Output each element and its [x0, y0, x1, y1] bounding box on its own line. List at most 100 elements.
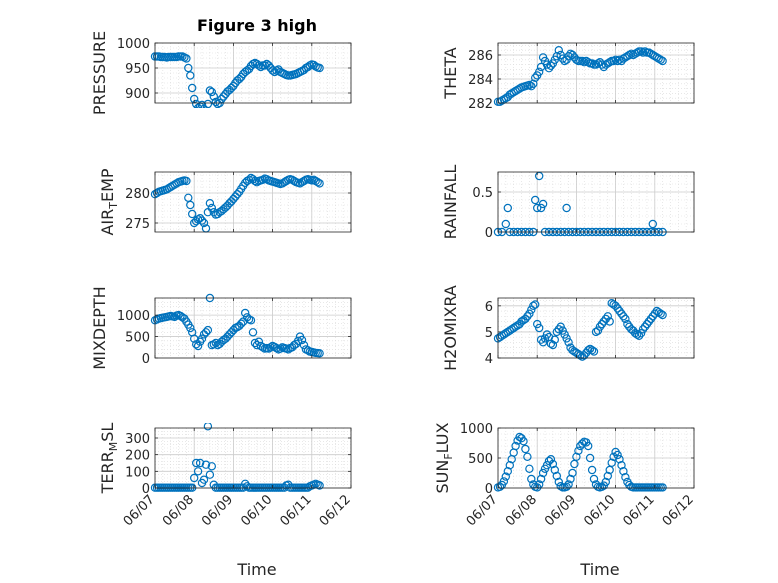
y-tick-label: 950	[125, 62, 150, 77]
data-point	[601, 477, 611, 487]
data-point	[587, 465, 597, 475]
data-point	[503, 203, 512, 213]
y-axis-label-subscript: F	[442, 453, 455, 459]
data-point	[170, 312, 179, 322]
data-point	[627, 49, 636, 59]
data-point	[593, 59, 603, 68]
y-axis-label-text: TERR	[98, 451, 117, 494]
data-point	[525, 80, 534, 90]
y-tick-label: 1000	[117, 309, 150, 324]
data-point	[658, 56, 667, 66]
data-point	[258, 343, 267, 352]
data-point	[529, 301, 538, 310]
data-point	[538, 338, 548, 347]
data-point	[603, 312, 613, 321]
data-point	[560, 330, 569, 339]
data-point	[197, 216, 207, 225]
data-point	[207, 87, 216, 97]
data-point	[648, 219, 658, 229]
data-point	[201, 328, 211, 337]
y-tick-label: 286	[468, 49, 493, 64]
data-point	[499, 477, 509, 486]
data-point	[625, 50, 634, 60]
data-point	[536, 203, 546, 213]
data-point	[299, 176, 309, 186]
y-tick-label: 0.5	[472, 186, 493, 201]
data-point	[254, 61, 264, 70]
plot-area	[155, 43, 351, 103]
y-tick-label: 500	[125, 331, 150, 346]
data-point	[495, 482, 505, 491]
data-point	[293, 336, 303, 346]
y-tick-label: 280	[125, 187, 150, 202]
data-point	[542, 330, 552, 339]
data-point	[593, 326, 603, 335]
data-point	[199, 218, 209, 228]
data-point	[248, 328, 258, 337]
data-point	[525, 464, 534, 473]
data-point	[501, 472, 510, 481]
data-point	[315, 63, 324, 73]
data-point	[536, 474, 546, 484]
y-axis-label: THETA	[441, 47, 460, 99]
data-point	[240, 308, 250, 318]
y-tick-label: 0	[485, 226, 493, 241]
data-point	[258, 175, 267, 184]
y-tick-label: 4	[485, 352, 493, 367]
data-point	[546, 61, 556, 71]
data-point	[519, 437, 528, 446]
y-tick-label: 0	[142, 352, 150, 367]
y-axis-label-subscript: M	[107, 442, 120, 452]
data-point	[189, 473, 199, 483]
data-point	[572, 452, 581, 461]
data-point	[633, 48, 642, 57]
data-point	[597, 60, 607, 69]
y-tick-label: 275	[125, 217, 150, 232]
data-point	[303, 346, 313, 355]
data-point	[217, 94, 226, 104]
data-point	[589, 347, 599, 356]
data-point	[568, 468, 577, 478]
data-point	[580, 351, 589, 360]
axes-box	[497, 171, 695, 233]
data-point	[605, 317, 614, 326]
y-axis-label: PRESSURE	[90, 31, 109, 115]
data-point	[246, 316, 256, 325]
data-point	[233, 189, 242, 199]
data-point	[209, 340, 218, 349]
data-point	[638, 48, 648, 57]
data-point	[538, 199, 548, 209]
data-point	[562, 482, 571, 491]
data-point	[186, 323, 195, 333]
subplot-6: 4 5 6 H2OMIXRA	[441, 285, 695, 371]
y-axis-label-text: RAINFALL	[441, 165, 460, 240]
data-point	[580, 58, 589, 67]
y-axis-label-text: SUN	[433, 460, 452, 494]
data-point	[595, 322, 605, 331]
data-point	[556, 322, 565, 331]
data-point	[266, 343, 275, 352]
data-point	[550, 335, 560, 344]
data-point	[195, 458, 205, 468]
data-point	[636, 47, 646, 56]
y-axis-label-subscript: T	[107, 202, 120, 210]
data-point	[587, 59, 597, 68]
data-point	[550, 465, 560, 475]
data-point	[315, 481, 324, 490]
data-point	[535, 67, 544, 77]
data-point	[533, 203, 542, 213]
data-point	[584, 346, 593, 355]
data-point	[634, 331, 644, 340]
data-point	[658, 310, 667, 320]
data-point	[619, 467, 628, 476]
data-point	[566, 474, 575, 484]
data-point	[250, 176, 260, 186]
data-point	[503, 467, 512, 476]
y-axis-label-text: H2OMIXRA	[441, 285, 460, 371]
data-point	[209, 207, 218, 217]
data-point	[523, 312, 532, 321]
x-axis-label-left: Time	[236, 560, 276, 579]
y-axis-label-text: PRESSURE	[90, 31, 109, 115]
data-point	[199, 475, 209, 484]
subplot-5: 0 500 1000 MIXDEPTH	[90, 286, 352, 370]
